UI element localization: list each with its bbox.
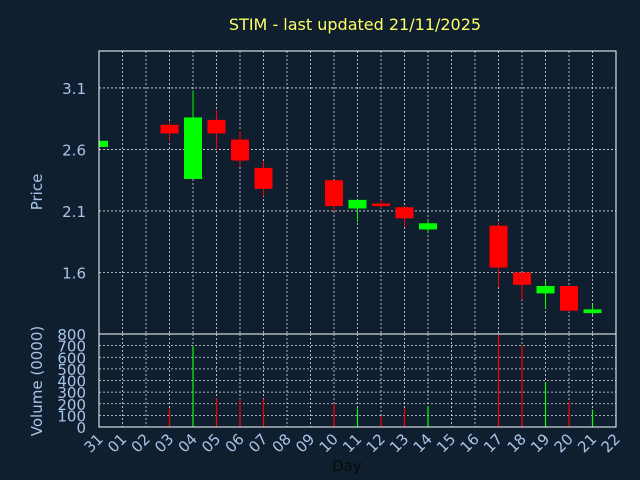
candle-body-03 bbox=[160, 124, 179, 134]
price-tick-label: 1.6 bbox=[62, 264, 86, 282]
price-axis-label: Price bbox=[28, 174, 46, 211]
candle-body-17 bbox=[489, 225, 508, 268]
candle-body-19 bbox=[536, 286, 555, 294]
chart-title: STIM - last updated 21/11/2025 bbox=[229, 15, 481, 34]
volume-tick-label: 0 bbox=[76, 419, 86, 437]
candle-body-06 bbox=[231, 139, 249, 161]
x-axis-label: Day bbox=[332, 457, 362, 475]
volume-tick-label: 500 bbox=[57, 361, 86, 379]
candle-body-07 bbox=[254, 167, 273, 189]
candle-body-04 bbox=[184, 117, 202, 179]
price-tick-label: 3.1 bbox=[62, 80, 86, 98]
volume-tick-label: 800 bbox=[57, 326, 86, 344]
volume-plot-frame bbox=[98, 333, 617, 428]
volume-tick-label: 100 bbox=[57, 407, 86, 425]
candle-body-20 bbox=[560, 286, 578, 311]
volume-tick-label: 400 bbox=[57, 373, 86, 391]
price-y-ticks: 3.1 2.6 2.1 1.6 bbox=[62, 80, 86, 283]
volume-tick-label: 700 bbox=[57, 338, 86, 356]
candles bbox=[98, 90, 602, 316]
candle-body-11 bbox=[348, 199, 367, 209]
volume-tick-label: 300 bbox=[57, 384, 86, 402]
volume-tick-label: 600 bbox=[57, 349, 86, 367]
candle-body-31 bbox=[99, 140, 108, 147]
price-tick-label: 2.6 bbox=[62, 141, 86, 159]
candle-body-10 bbox=[325, 180, 343, 207]
volume-bars bbox=[168, 334, 594, 427]
candle-body-05 bbox=[207, 119, 226, 134]
candle-body-13 bbox=[395, 207, 414, 219]
candle-body-21 bbox=[583, 309, 602, 314]
x-ticks: 3101020304050607080910111213141516171819… bbox=[81, 430, 624, 456]
candle-body-14 bbox=[419, 223, 437, 230]
volume-axis-label: Volume (0000) bbox=[28, 326, 46, 436]
price-tick-label: 2.1 bbox=[62, 203, 86, 221]
candle-body-18 bbox=[513, 272, 531, 285]
candle-body-12 bbox=[372, 203, 390, 207]
volume-tick-label: 200 bbox=[57, 396, 86, 414]
